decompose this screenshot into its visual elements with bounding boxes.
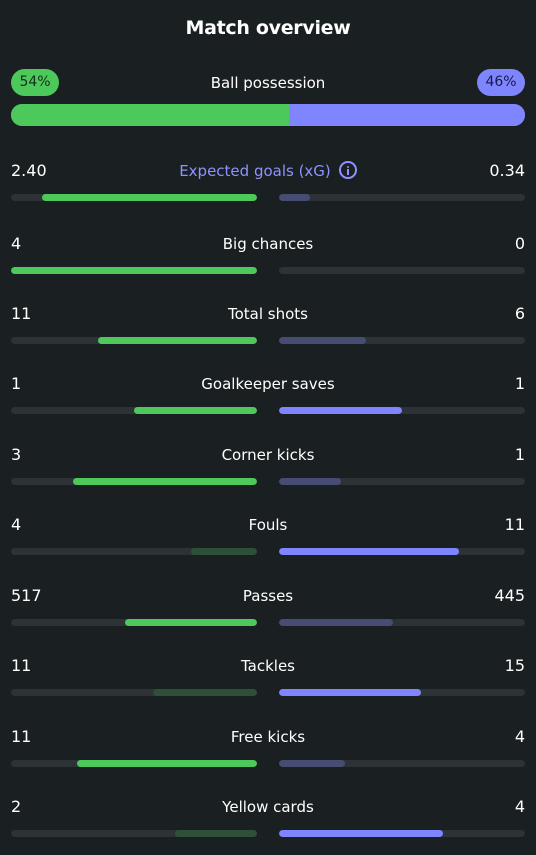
stat-row-tackles: 11 Tackles 15 [11,655,525,699]
home-bar [11,830,257,837]
page-title: Match overview [185,17,351,39]
possession-bar-away [288,104,525,126]
away-bar [279,337,525,344]
stat-row-yellow-cards: 2 Yellow cards 4 [11,796,525,840]
home-bar [11,548,257,555]
away-bar [279,194,525,201]
possession-bar-home [11,104,289,126]
away-value: 1 [514,374,525,393]
home-bar [11,407,257,414]
ball-possession: 54% Ball possession 46% [11,69,525,127]
home-bar-fill [124,619,257,626]
away-bar-fill [279,548,460,555]
away-value: 15 [504,656,525,675]
home-bar-fill [72,478,257,485]
away-value: 1 [514,445,525,464]
stat-label: Corner kicks [221,446,315,464]
home-bar-fill [134,407,257,414]
home-value: 11 [11,727,32,746]
away-value: 445 [494,586,525,605]
home-value: 4 [11,515,22,534]
stat-label: Passes [242,587,294,605]
away-bar [279,548,525,555]
away-value: 0 [514,234,525,253]
away-bar-fill [279,478,341,485]
home-bar [11,619,257,626]
home-value: 3 [11,445,22,464]
home-bar [11,760,257,767]
away-value: 6 [514,304,525,323]
home-value: 2 [11,797,22,816]
stat-label: Total shots [228,305,308,323]
away-bar [279,267,525,274]
away-bar-fill [279,689,421,696]
home-bar-fill [152,689,257,696]
stat-label: Free kicks [230,728,306,746]
away-bar-fill [279,194,310,201]
stat-row-total-shots: 11 Total shots 6 [11,303,525,347]
away-bar-fill [279,830,443,837]
info-icon[interactable] [338,161,357,179]
home-bar [11,267,257,274]
home-value: 2.40 [11,161,47,180]
home-bar-fill [76,760,257,767]
stat-row-free-kicks: 11 Free kicks 4 [11,726,525,770]
stat-label[interactable]: Expected goals (xG) [11,160,525,182]
away-bar-fill [279,760,345,767]
away-value: 0.34 [489,161,525,180]
stat-label: Big chances [222,235,314,253]
stat-row-passes: 517 Passes 445 [11,585,525,629]
home-bar-fill [191,548,257,555]
away-value: 4 [514,727,525,746]
away-value: 4 [514,797,525,816]
home-value: 517 [11,586,42,605]
away-bar [279,689,525,696]
stat-row-expected-goals[interactable]: 2.40 Expected goals (xG) 0.34 [11,160,525,204]
stat-label: Yellow cards [222,798,314,816]
away-bar [279,760,525,767]
home-bar [11,194,257,201]
home-bar-fill [175,830,257,837]
away-bar-fill [279,619,393,626]
stat-label: Fouls [248,516,288,534]
away-possession-badge: 46% [477,69,525,96]
away-bar [279,619,525,626]
home-possession-badge: 54% [11,69,59,96]
home-value: 11 [11,304,32,323]
possession-label: Ball possession [210,74,326,92]
home-bar-fill [41,194,257,201]
away-bar-fill [279,337,366,344]
away-bar [279,478,525,485]
stat-label: Tackles [240,657,296,675]
stat-row-goalkeeper-saves: 1 Goalkeeper saves 1 [11,373,525,417]
away-bar [279,830,525,837]
away-bar [279,407,525,414]
stat-label: Goalkeeper saves [201,375,335,393]
possession-bar [11,104,525,126]
home-bar [11,478,257,485]
home-value: 11 [11,656,32,675]
stat-row-big-chances: 4 Big chances 0 [11,233,525,277]
home-bar [11,689,257,696]
away-value: 11 [504,515,525,534]
home-bar-fill [11,267,257,274]
away-bar-fill [279,407,402,414]
home-bar-fill [97,337,257,344]
home-bar [11,337,257,344]
home-value: 4 [11,234,22,253]
home-value: 1 [11,374,22,393]
stat-row-fouls: 4 Fouls 11 [11,514,525,558]
stat-row-corner-kicks: 3 Corner kicks 1 [11,444,525,488]
